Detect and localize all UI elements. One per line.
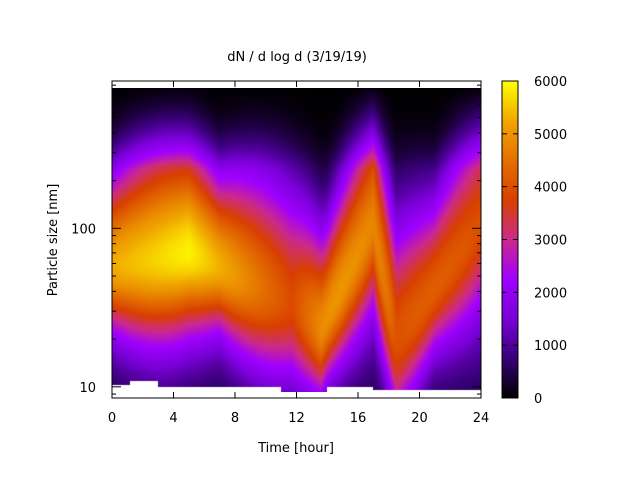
x-tick-label: 12: [288, 411, 305, 426]
y-axis-label: Particle size [nm]: [46, 184, 61, 297]
plot-frame: [111, 80, 482, 399]
y-axis-ticks: 10 100: [71, 84, 481, 396]
colorbar-tick-label: 0: [534, 392, 542, 407]
colorbar-gradient: [502, 81, 518, 398]
colorbar-tick-label: 2000: [534, 286, 567, 301]
x-tick-label: 0: [108, 411, 116, 426]
x-axis-ticks: 0 4 8 12 16 20 24: [108, 81, 489, 426]
x-tick-label: 4: [169, 411, 177, 426]
colorbar-tick-label: 5000: [534, 128, 567, 143]
x-tick-label: 24: [473, 411, 490, 426]
chart-title: dN / d log d (3/19/19): [227, 50, 367, 65]
heatmap-surface: [112, 88, 481, 392]
colorbar-tick-label: 3000: [534, 234, 567, 249]
colorbar-tick-label: 1000: [534, 339, 567, 354]
x-tick-label: 16: [350, 411, 367, 426]
colorbar-tick-label: 4000: [534, 181, 567, 196]
colorbar-ticks: 0 1000 2000 3000 4000 5000 6000: [502, 75, 567, 407]
y-tick-label: 100: [71, 222, 96, 237]
y-tick-label: 10: [79, 381, 96, 396]
x-axis-label: Time [hour]: [257, 441, 334, 456]
colorbar-tick-label: 6000: [534, 75, 567, 90]
x-tick-label: 8: [231, 411, 239, 426]
x-tick-label: 20: [411, 411, 428, 426]
